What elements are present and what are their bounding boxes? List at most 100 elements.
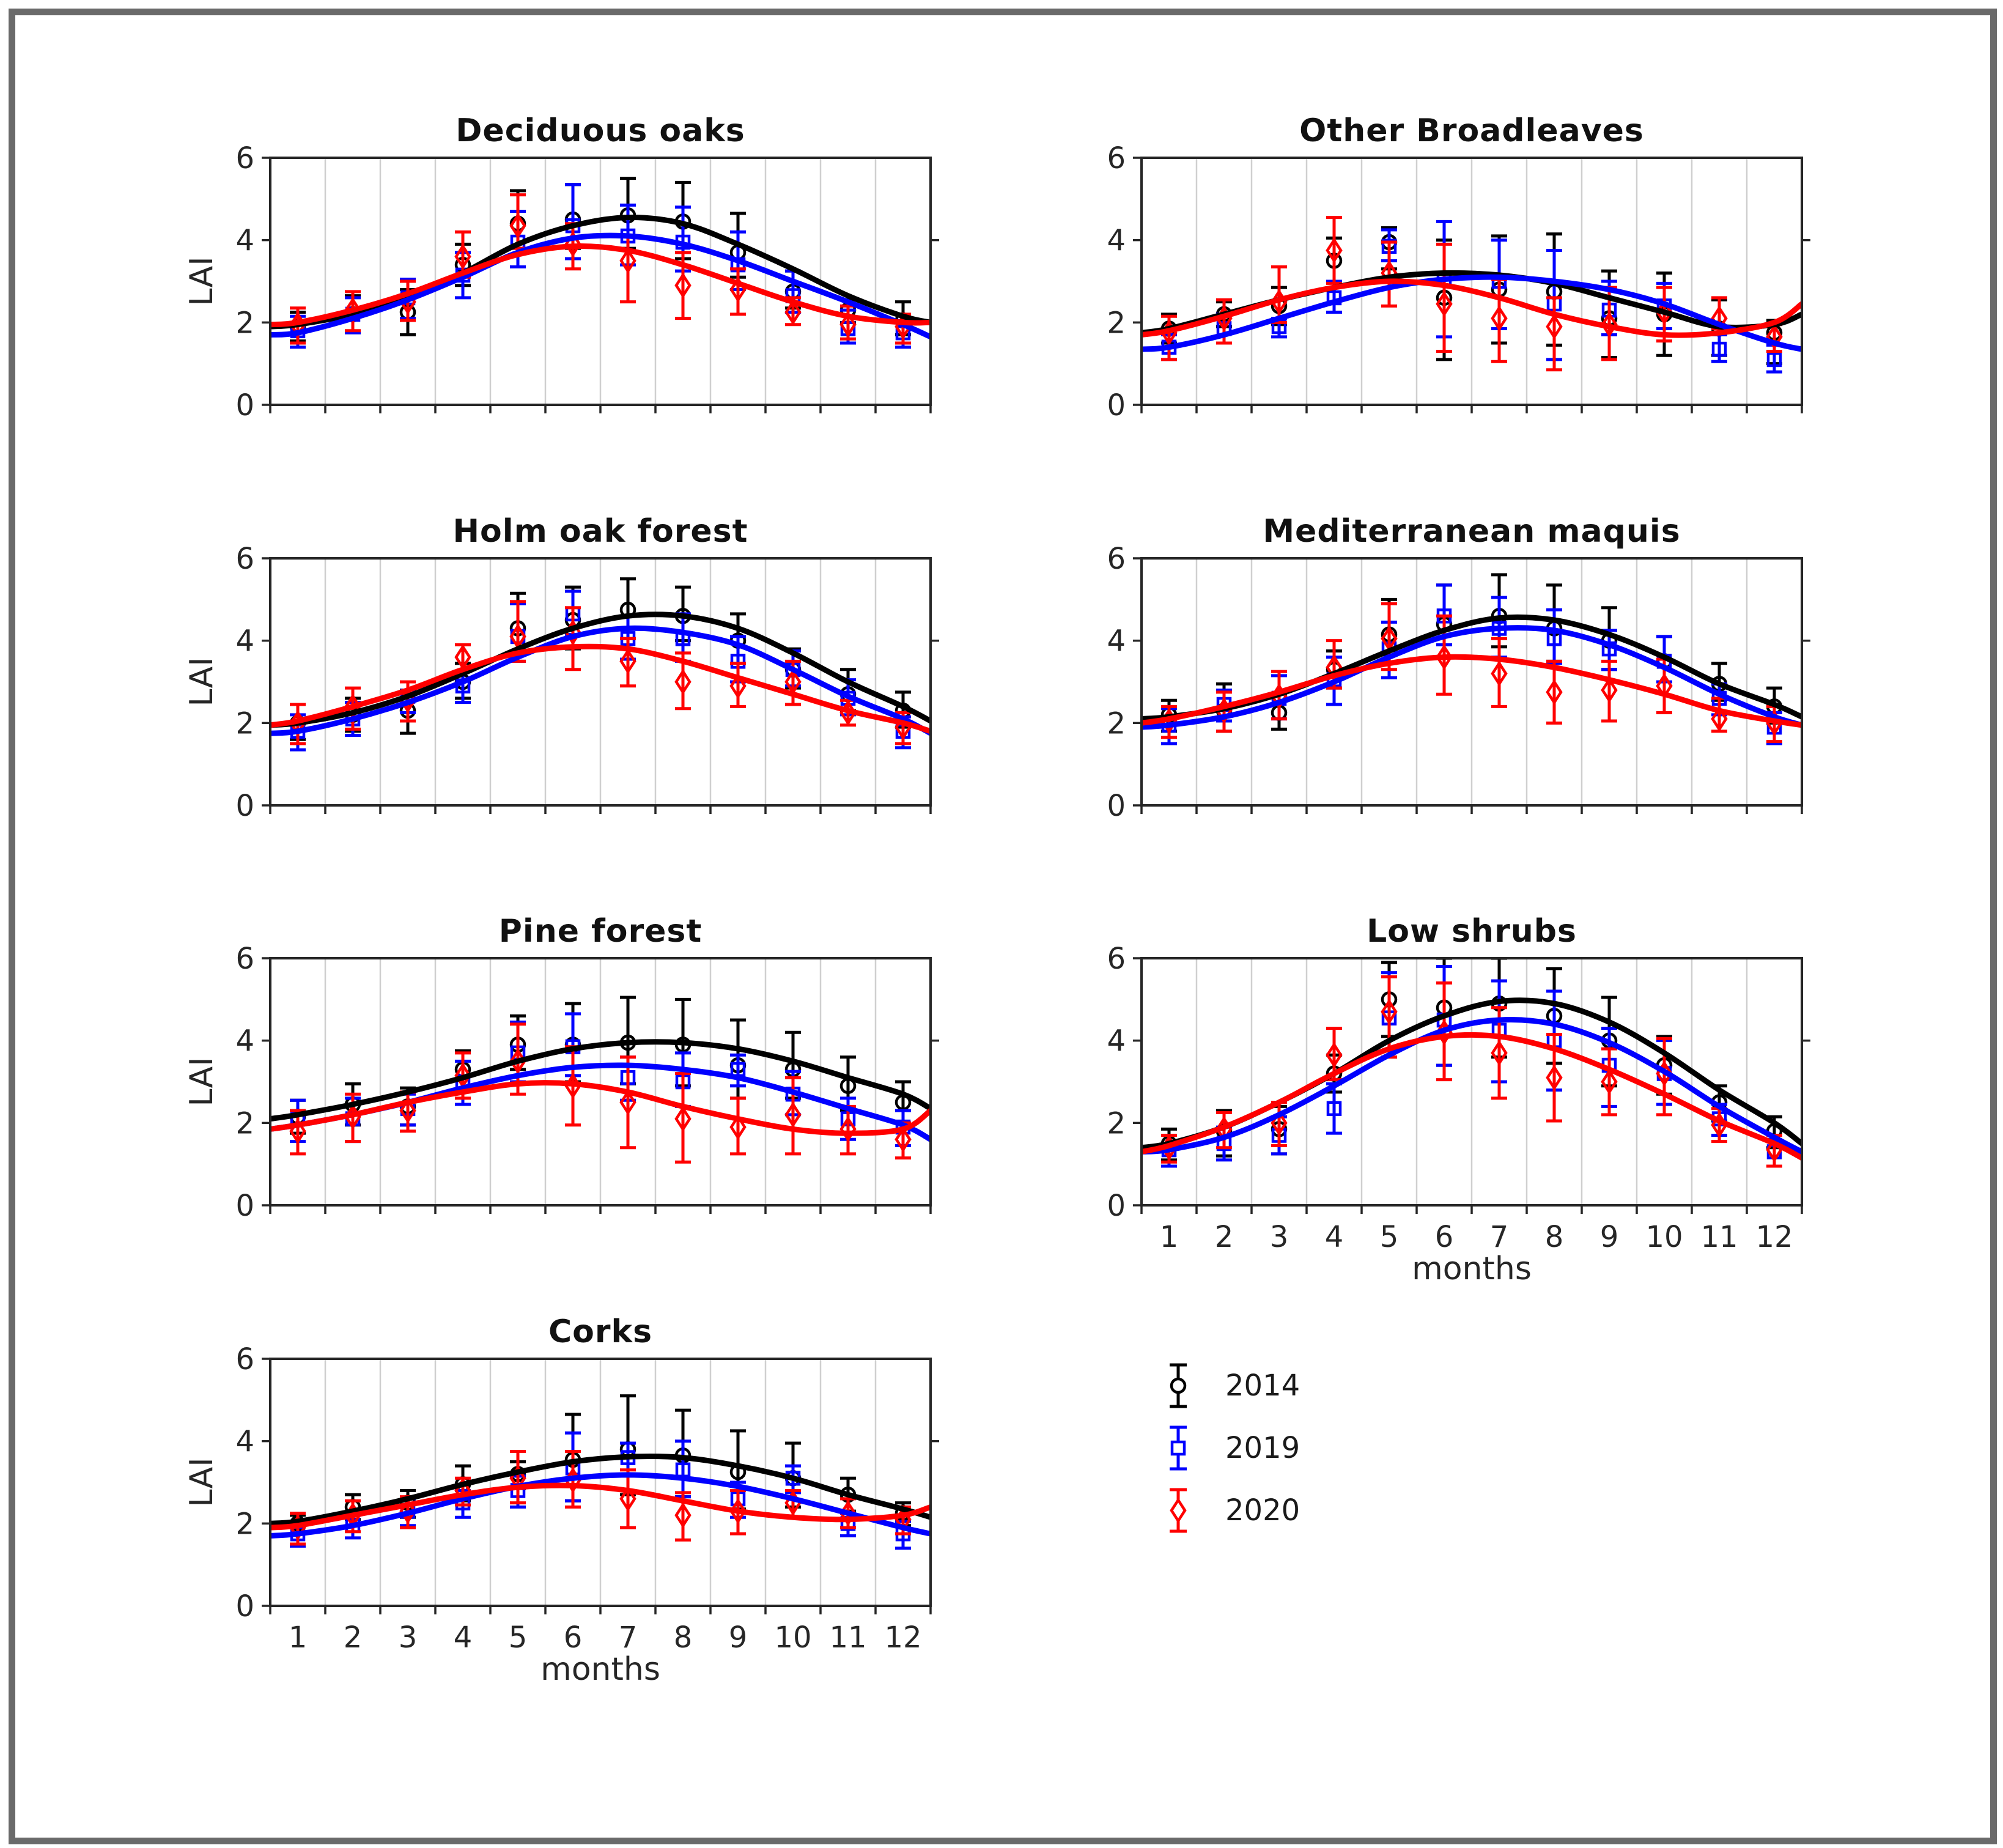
legend-label: 2020 — [1225, 1493, 1300, 1528]
y-axis-label: LAI — [183, 256, 220, 306]
data-point-marker-diamond — [674, 272, 692, 298]
legend-item-2020: 2020 — [1164, 1484, 1300, 1537]
y-axis-label: LAI — [183, 1457, 220, 1507]
legend-label: 2019 — [1225, 1431, 1300, 1465]
y-tick-label: 4 — [1107, 1024, 1126, 1059]
data-point-marker-diamond — [895, 1126, 912, 1153]
x-tick-label: 7 — [619, 1621, 638, 1655]
fit-line-2019 — [1140, 274, 1803, 352]
data-layer — [1140, 573, 1803, 745]
axis-ticks — [262, 1358, 939, 1614]
data-point-marker-diamond — [1546, 679, 1563, 705]
fit-line-2014 — [269, 1039, 932, 1122]
x-tick-label: 3 — [399, 1621, 418, 1655]
y-tick-label: 2 — [235, 1106, 254, 1140]
data-point-marker-diamond — [674, 1502, 692, 1529]
legend-marker-2014-circle-icon — [1170, 1363, 1187, 1408]
data-layer — [1140, 957, 1803, 1168]
x-tick-label: 2 — [1215, 1220, 1234, 1254]
y-tick-label: 6 — [1107, 942, 1126, 976]
data-point-marker-diamond — [619, 1485, 636, 1512]
legend-marker-2020-diamond-icon — [1170, 1488, 1187, 1533]
x-tick-label: 7 — [1490, 1220, 1509, 1254]
data-point-marker-diamond — [1491, 1040, 1508, 1066]
y-tick-label: 2 — [235, 706, 254, 741]
fit-line-2014 — [269, 215, 932, 330]
x-tick-label: 4 — [1325, 1220, 1344, 1254]
series-2020 — [1160, 216, 1783, 372]
data-point-marker-diamond — [619, 248, 636, 274]
data-point-marker-diamond — [619, 1089, 636, 1115]
gridlines — [1195, 958, 1748, 1205]
gridlines — [1195, 158, 1748, 405]
y-tick-label: 6 — [1107, 141, 1126, 176]
data-point-marker-square — [1711, 341, 1727, 357]
data-point-marker-diamond — [1491, 305, 1508, 331]
data-layer — [269, 1394, 932, 1550]
y-tick-label: 6 — [1107, 542, 1126, 576]
data-point-marker-diamond — [1436, 644, 1453, 670]
x-tick-label: 6 — [1435, 1220, 1454, 1254]
axis-ticks — [262, 957, 939, 1214]
data-point-marker-square — [1326, 1101, 1342, 1117]
y-tick-label: 6 — [235, 942, 254, 976]
chart-title: Deciduous oaks — [456, 113, 745, 149]
plot-area-mediterranean-maquis: 0 2 4 6 — [1107, 542, 1810, 823]
axis-ticks — [1133, 957, 1810, 1214]
x-tick-label: 8 — [674, 1621, 693, 1655]
fit-line-2019 — [269, 232, 932, 340]
fit-line-2019 — [269, 1472, 932, 1539]
x-tick-label: 4 — [454, 1621, 473, 1655]
data-layer — [269, 577, 932, 752]
x-axis-label: months — [540, 1651, 660, 1688]
legend-item-2019: 2019 — [1164, 1421, 1300, 1475]
x-tick-label: 11 — [829, 1621, 866, 1655]
y-tick-label: 0 — [235, 1189, 254, 1223]
x-tick-label: 5 — [1380, 1220, 1399, 1254]
y-tick-label: 2 — [235, 1507, 254, 1541]
chart-title: Holm oak forest — [452, 513, 748, 550]
y-tick-label: 0 — [1107, 1189, 1126, 1223]
axis-ticks — [262, 557, 939, 814]
data-point-marker-diamond — [1711, 706, 1728, 732]
chart-corks: Corks LAI months 0 2 4 6 1 2 3 4 5 6 7 8 9 10 11 12 — [183, 1314, 939, 1688]
y-tick-label: 0 — [1107, 789, 1126, 823]
y-tick-label: 2 — [1107, 706, 1126, 741]
y-tick-label: 6 — [235, 1342, 254, 1377]
axis-ticks — [262, 157, 939, 413]
x-tick-label: 6 — [564, 1621, 583, 1655]
data-point-marker-diamond — [619, 648, 636, 675]
y-axis-label: LAI — [183, 657, 220, 707]
data-point-marker-diamond — [1326, 237, 1343, 264]
data-point-marker-diamond — [1601, 311, 1618, 338]
chart-holm-oak-forest: Holm oak forest LAI 0 2 4 6 — [183, 513, 939, 823]
x-tick-label: 12 — [884, 1621, 921, 1655]
x-tick-label: 8 — [1545, 1220, 1564, 1254]
fit-line-2020 — [1140, 654, 1803, 728]
data-point-marker-diamond — [1546, 1065, 1563, 1091]
chart-low-shrubs: Low shrubs months 0 2 4 6 1 2 3 4 5 6 7 8 9 10 11 12 — [1107, 913, 1810, 1287]
x-tick-label: 1 — [1160, 1220, 1179, 1254]
x-tick-label: 12 — [1755, 1220, 1793, 1254]
data-point-marker-diamond — [1601, 677, 1618, 703]
x-tick-label: 10 — [774, 1621, 811, 1655]
y-tick-label: 0 — [235, 388, 254, 423]
data-point-marker-diamond — [1491, 660, 1508, 687]
x-axis-label: months — [1412, 1251, 1532, 1287]
y-tick-label: 6 — [235, 141, 254, 176]
plot-area-holm-oak-forest: 0 2 4 6 — [235, 542, 939, 823]
fit-line-2019 — [269, 625, 932, 736]
x-tick-label: 3 — [1270, 1220, 1289, 1254]
y-tick-label: 4 — [235, 1024, 254, 1059]
data-point-marker-diamond — [674, 668, 692, 695]
fit-line-2019 — [1140, 1016, 1803, 1155]
y-tick-label: 4 — [235, 624, 254, 659]
x-tick-label: 5 — [509, 1621, 528, 1655]
fit-line-2020 — [269, 1080, 932, 1136]
data-point-marker-diamond — [839, 311, 857, 338]
plot-area-deciduous-oaks: 0 2 4 6 — [235, 141, 939, 423]
data-point-marker-diamond — [1546, 313, 1563, 340]
data-point-marker-diamond — [784, 1101, 802, 1128]
x-tick-label: 1 — [289, 1621, 308, 1655]
